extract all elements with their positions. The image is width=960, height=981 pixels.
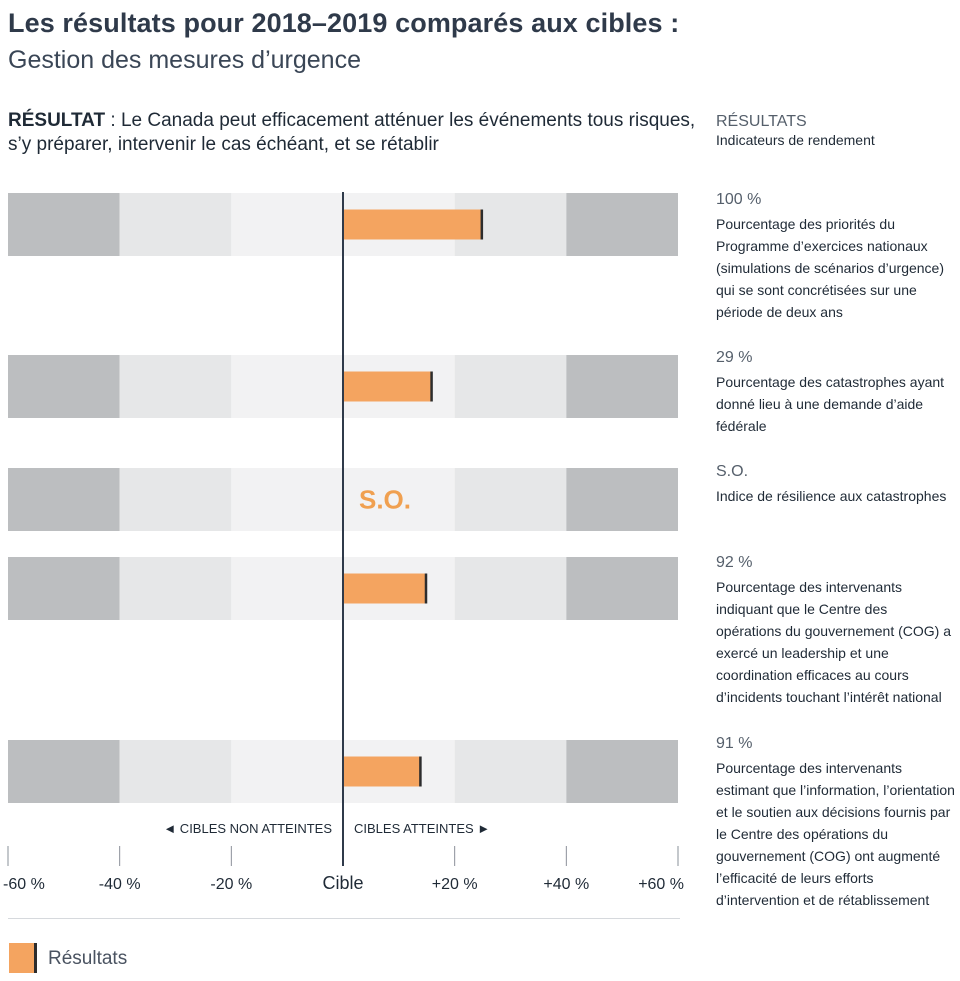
- results-column-heading: RÉSULTATS: [716, 113, 807, 130]
- indicator-value: 91 %: [716, 735, 753, 752]
- outcome-label: RÉSULTAT: [8, 110, 106, 131]
- results-chart: S.O. ◄ CIBLES NON ATTEINTES CIBLES ATTEINT…: [3, 192, 684, 893]
- x-tick-label: +40 %: [543, 876, 589, 893]
- chart-title: Les résultats pour 2018–2019 comparés au…: [8, 8, 680, 38]
- result-bar-end: [480, 209, 484, 240]
- result-bar-end: [430, 371, 433, 402]
- band-segment: [454, 740, 567, 803]
- band-segment: [566, 355, 678, 418]
- band-segment: [454, 557, 567, 620]
- chart-subtitle: Gestion des mesures d’urgence: [8, 46, 361, 74]
- x-tick-label: +60 %: [638, 876, 684, 893]
- direction-label-left: ◄ CIBLES NON ATTEINTES: [163, 821, 332, 836]
- indicator-4: 92 % Pourcentage des intervenants indiqu…: [716, 554, 956, 708]
- x-tick-label: -60 %: [3, 876, 45, 893]
- x-tick-label: -20 %: [210, 876, 252, 893]
- result-bar: [343, 371, 433, 402]
- outcome-statement: RÉSULTAT : Le Canada peut efficacement a…: [8, 109, 698, 157]
- x-tick-label: +20 %: [432, 876, 478, 893]
- band-segment: [566, 740, 678, 803]
- result-bar: [343, 573, 427, 604]
- indicator-value: 92 %: [716, 554, 753, 571]
- band-segment: [8, 355, 120, 418]
- indicator-3: S.O. Indice de résilience aux catastroph…: [716, 463, 956, 507]
- result-bar-end: [424, 573, 428, 604]
- band-segment: [454, 468, 567, 531]
- indicator-2: 29 % Pourcentage des catastrophes ayant …: [716, 349, 956, 437]
- band-segment: [119, 557, 232, 620]
- result-bar: [343, 756, 422, 787]
- indicator-description: Pourcentage des intervenants estimant qu…: [716, 760, 955, 908]
- indicator-5: 91 % Pourcentage des intervenants estima…: [716, 735, 956, 911]
- indicator-description: Pourcentage des priorités du Programme d…: [716, 216, 944, 320]
- x-tick-label: Cible: [322, 873, 363, 893]
- band-segment: [119, 468, 232, 531]
- band-segment: [8, 557, 120, 620]
- band-segment: [8, 468, 120, 531]
- band-segment: [566, 193, 678, 256]
- direction-label-right: CIBLES ATTEINTES ►: [354, 821, 490, 836]
- indicator-value: 29 %: [716, 349, 753, 366]
- legend-label: Résultats: [48, 948, 128, 969]
- indicator-value: 100 %: [716, 191, 762, 208]
- band-segment: [566, 468, 678, 531]
- result-bar: [343, 209, 483, 240]
- indicator-description: Indice de résilience aux catastrophes: [716, 488, 947, 504]
- indicator-1: 100 % Pourcentage des priorités du Progr…: [716, 191, 956, 323]
- results-column-subheading: Indicateurs de rendement: [716, 132, 875, 148]
- band-segment: [566, 557, 678, 620]
- x-tick-label: -40 %: [99, 876, 141, 893]
- band-segment: [119, 193, 232, 256]
- legend-divider: [8, 918, 680, 919]
- outcome-text: : Le Canada peut efficacement atténuer l…: [8, 110, 696, 155]
- result-bar-end: [419, 756, 422, 787]
- band-segment: [119, 355, 232, 418]
- indicator-description: Pourcentage des catastrophes ayant donné…: [716, 374, 945, 434]
- band-segment: [8, 193, 120, 256]
- band-segment: [454, 355, 567, 418]
- indicator-value: S.O.: [716, 463, 749, 480]
- legend-swatch: [9, 943, 37, 973]
- band-segment: [119, 740, 232, 803]
- indicator-description: Pourcentage des intervenants indiquant q…: [716, 579, 952, 705]
- na-label: S.O.: [359, 485, 411, 515]
- band-segment: [8, 740, 120, 803]
